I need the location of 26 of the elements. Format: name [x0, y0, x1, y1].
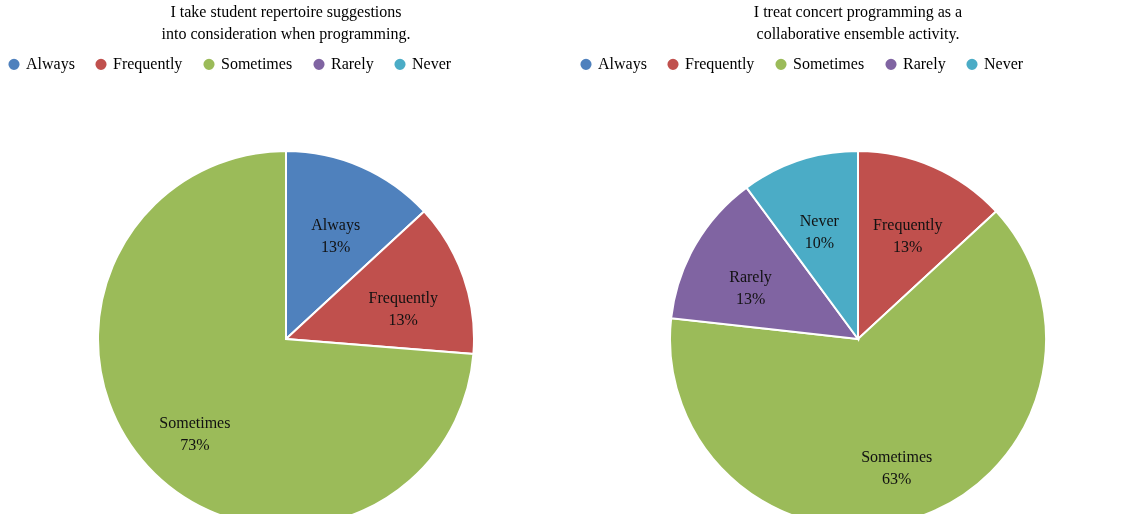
data-label: 73% [180, 436, 210, 454]
data-label: 63% [882, 469, 912, 487]
slice-label: Sometimes [861, 447, 933, 465]
legend-label: Frequently [685, 55, 755, 74]
slice-label: Rarely [729, 267, 772, 286]
legend-label: Always [598, 55, 647, 74]
legend-label: Rarely [903, 55, 946, 74]
data-label: 13% [321, 238, 351, 256]
slice-label: Sometimes [159, 414, 231, 432]
chart-title: I treat concert programming as a collaborative ensemble activity. [753, 3, 963, 43]
data-label: 13% [735, 289, 766, 307]
legend-label: Rarely [331, 55, 374, 74]
data-label: 10% [804, 234, 834, 252]
slice-label: Frequently [873, 216, 943, 235]
chart-title: I take student repertoire suggestions into consideration when programming. [161, 3, 411, 43]
legend-label: Never [984, 55, 1024, 73]
legend-label: Sometimes [221, 55, 293, 73]
data-label: 13% [893, 238, 923, 256]
legend-label: Frequently [113, 55, 183, 74]
legend-label: Always [26, 55, 75, 74]
data-label: 13% [388, 311, 418, 329]
legend-label: Sometimes [793, 55, 865, 73]
slice-label: Never [799, 212, 840, 230]
legend-label: Never [412, 55, 452, 73]
slice-label: Always [311, 216, 361, 235]
slice-label: Frequently [368, 289, 438, 308]
